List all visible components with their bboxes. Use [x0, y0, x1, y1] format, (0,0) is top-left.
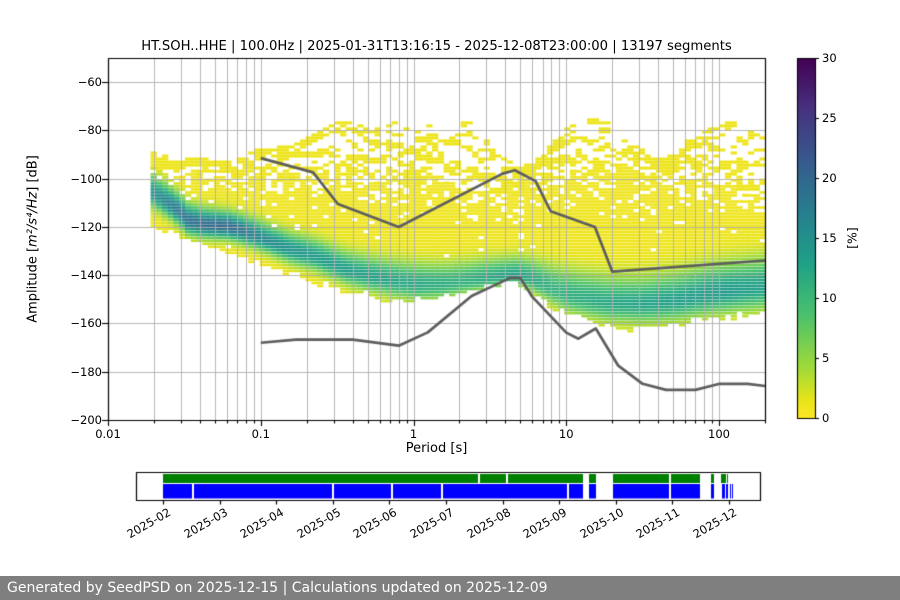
colorbar-tick-label: 20 — [822, 171, 837, 185]
x-tick-label: 10 — [558, 427, 574, 441]
colorbar-tick-label: 0 — [822, 411, 830, 425]
footer-bar: Generated by SeedPSD on 2025-12-15 | Cal… — [0, 576, 900, 600]
y-tick-label: −80 — [77, 123, 102, 138]
y-axis-label-prefix: Amplitude [ — [25, 246, 41, 323]
y-axis-label-suffix: ] [dB] — [25, 155, 41, 192]
y-tick-label: −160 — [70, 316, 102, 331]
colorbar-tick-label: 25 — [822, 111, 837, 125]
x-tick-label: 0.01 — [95, 427, 121, 441]
y-tick-label: −180 — [70, 364, 102, 379]
colorbar-tick-label: 15 — [822, 231, 837, 245]
x-tick-label: 0.1 — [251, 427, 270, 441]
y-axis-label: Amplitude [m²/s⁴/Hz] [dB] — [26, 155, 41, 323]
colorbar-tick-label: 10 — [822, 291, 837, 305]
colorbar-tick-label: 5 — [822, 351, 830, 365]
y-tick-label: −60 — [77, 75, 102, 90]
x-tick-label: 1 — [409, 427, 418, 441]
y-tick-label: −120 — [70, 219, 102, 234]
y-tick-label: −100 — [70, 171, 102, 186]
footer-text: Generated by SeedPSD on 2025-12-15 | Cal… — [7, 580, 548, 596]
y-tick-label: −140 — [70, 268, 102, 283]
y-axis-label-math: m²/s⁴/Hz — [25, 191, 41, 247]
x-tick-label: 100 — [708, 427, 730, 441]
colorbar-tick-label: 30 — [822, 51, 837, 65]
colorbar-label: [%] — [844, 227, 860, 249]
plot-title: HT.SOH..HHE | 100.0Hz | 2025-01-31T13:16… — [141, 39, 732, 54]
x-axis-label: Period [s] — [405, 441, 468, 456]
y-tick-label: −200 — [70, 413, 102, 427]
